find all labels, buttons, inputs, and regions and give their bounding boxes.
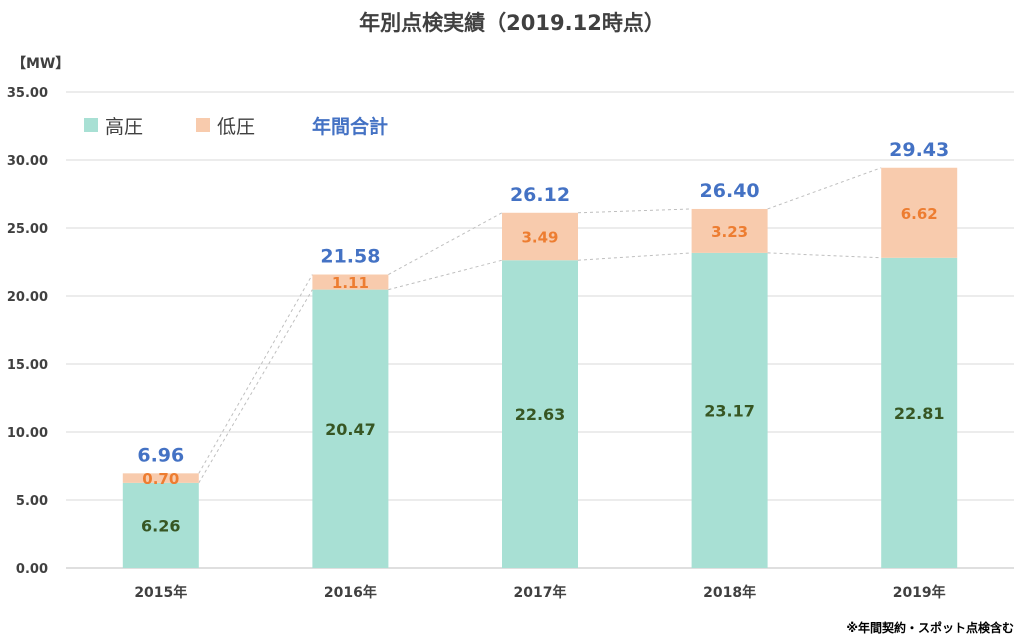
data-label-high-voltage: 22.81 bbox=[894, 404, 945, 423]
connector-line bbox=[767, 252, 882, 259]
data-label-annual-total: 29.43 bbox=[889, 139, 949, 161]
data-labels: 6.26 0.70 6.96 20.47 1.11 21.58 22.63 3.49 26.12… bbox=[137, 139, 949, 536]
y-tick-label: 10.00 bbox=[7, 426, 48, 441]
y-tick-label: 0.00 bbox=[16, 562, 48, 577]
x-tick-label: 2019年 bbox=[893, 584, 946, 601]
y-tick-label: 30.00 bbox=[7, 154, 48, 169]
legend: 高圧 低圧 年間合計 bbox=[84, 115, 388, 138]
footnote: ※年間契約・スポット点検含む bbox=[846, 620, 1014, 635]
bars bbox=[122, 167, 958, 568]
data-label-annual-total: 21.58 bbox=[320, 246, 380, 268]
connector-line bbox=[577, 208, 692, 214]
connector-line bbox=[767, 167, 882, 210]
data-label-high-voltage: 20.47 bbox=[325, 420, 376, 439]
data-label-annual-total: 6.96 bbox=[137, 444, 184, 466]
connector-line bbox=[388, 212, 503, 275]
connector-line bbox=[388, 259, 503, 291]
bar-segment-low-voltage bbox=[122, 473, 199, 483]
connector-lines bbox=[198, 167, 882, 484]
legend-label-low-voltage: 低圧 bbox=[217, 116, 255, 138]
data-label-low-voltage: 3.49 bbox=[521, 229, 558, 247]
data-label-low-voltage: 3.23 bbox=[711, 223, 748, 241]
x-tick-label: 2018年 bbox=[703, 584, 756, 601]
x-tick-label: 2017年 bbox=[514, 584, 567, 601]
chart-title: 年別点検実績（2019.12時点） bbox=[359, 11, 665, 35]
legend-label-high-voltage: 高圧 bbox=[105, 116, 143, 138]
bar-segment-high-voltage bbox=[122, 482, 199, 568]
bar-segment-high-voltage bbox=[502, 260, 578, 568]
data-label-low-voltage: 0.70 bbox=[142, 470, 179, 488]
data-label-low-voltage: 1.11 bbox=[332, 274, 369, 292]
y-tick-label: 25.00 bbox=[7, 222, 48, 237]
data-label-annual-total: 26.12 bbox=[510, 184, 570, 206]
connector-line bbox=[198, 274, 313, 474]
bar-segment-low-voltage bbox=[502, 212, 578, 261]
connector-line bbox=[577, 252, 692, 261]
y-tick-label: 35.00 bbox=[7, 86, 48, 101]
y-tick-label: 15.00 bbox=[7, 358, 48, 373]
data-label-high-voltage: 23.17 bbox=[704, 401, 755, 420]
data-label-annual-total: 26.40 bbox=[700, 180, 760, 202]
bar-segment-high-voltage bbox=[312, 289, 389, 568]
y-tick-label: 5.00 bbox=[16, 494, 48, 509]
data-label-low-voltage: 6.62 bbox=[901, 205, 938, 223]
legend-swatch-low-voltage bbox=[196, 118, 210, 132]
bar-segment-low-voltage bbox=[691, 208, 768, 253]
x-tick-label: 2016年 bbox=[324, 584, 377, 601]
bar-segment-low-voltage bbox=[312, 274, 389, 290]
x-tick-label: 2015年 bbox=[134, 584, 187, 601]
bar-segment-high-voltage bbox=[691, 252, 768, 568]
data-label-high-voltage: 22.63 bbox=[515, 405, 566, 424]
bar-segment-high-voltage bbox=[881, 257, 958, 568]
x-axis-ticks: 2015年 2016年 2017年 2018年 2019年 bbox=[134, 584, 945, 601]
y-axis-ticks: 0.00 5.00 10.00 15.00 20.00 25.00 30.00 35.00 bbox=[7, 86, 48, 577]
connector-line bbox=[198, 289, 313, 484]
y-axis-unit-label: 【MW】 bbox=[12, 56, 69, 72]
bar-segment-low-voltage bbox=[881, 167, 958, 258]
data-label-high-voltage: 6.26 bbox=[141, 516, 180, 535]
y-tick-label: 20.00 bbox=[7, 290, 48, 305]
legend-label-annual-total: 年間合計 bbox=[312, 115, 388, 138]
legend-swatch-high-voltage bbox=[84, 118, 98, 132]
